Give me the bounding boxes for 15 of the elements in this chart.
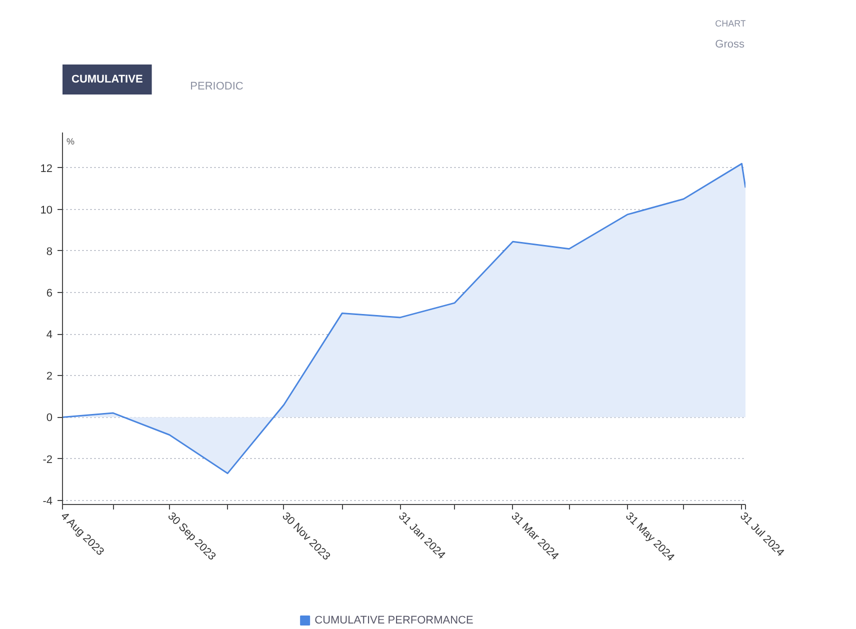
- y-tick-label: 2: [46, 370, 53, 383]
- text: CHART: [715, 18, 747, 28]
- y-tick-label: 8: [46, 246, 53, 258]
- y-tick-label: 10: [40, 204, 53, 216]
- legend-label: CUMULATIVE PERFORMANCE: [314, 614, 474, 626]
- y-tick-label: -4: [42, 495, 52, 508]
- y-tick-label: 6: [46, 288, 53, 300]
- text: CUMULATIVE: [72, 74, 143, 86]
- text: PERIODIC: [190, 80, 244, 92]
- y-tick-label: 0: [46, 412, 53, 424]
- text: Gross: [715, 38, 746, 50]
- y-tick-label: 4: [46, 329, 53, 342]
- y-tick-label: -2: [42, 454, 52, 466]
- y-tick-label: 12: [40, 162, 53, 175]
- y-axis-title: %: [66, 136, 75, 146]
